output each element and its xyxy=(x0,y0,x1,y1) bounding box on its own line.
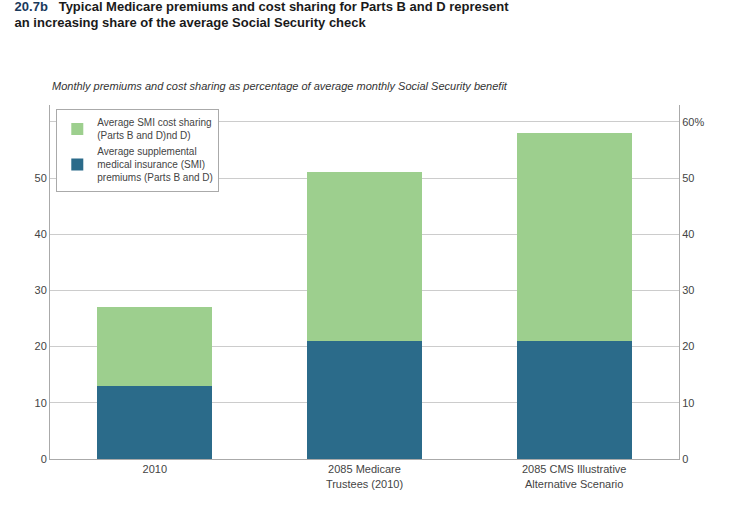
svg-text:0: 0 xyxy=(41,453,47,465)
svg-text:Average supplementalmedical in: Average supplementalmedical insurance (S… xyxy=(97,146,213,183)
svg-text:Monthly premiums and cost shar: Monthly premiums and cost sharing as per… xyxy=(52,80,508,92)
svg-text:20: 20 xyxy=(682,340,694,352)
svg-text:10: 10 xyxy=(682,397,694,409)
svg-text:Average SMI cost sharing(Parts: Average SMI cost sharing(Parts B and D)n… xyxy=(97,117,211,141)
svg-text:50: 50 xyxy=(35,172,47,184)
svg-text:2010: 2010 xyxy=(143,463,167,475)
svg-text:60%: 60% xyxy=(682,116,704,128)
svg-text:30: 30 xyxy=(682,284,694,296)
svg-text:20: 20 xyxy=(35,340,47,352)
svg-text:20.7b Typical Medicare premi: 20.7b Typical Medicare premiums and cost… xyxy=(15,0,510,30)
svg-text:0: 0 xyxy=(682,453,688,465)
svg-text:40: 40 xyxy=(35,228,47,240)
svg-text:2085 CMS IllustrativeAlternati: 2085 CMS IllustrativeAlternative Scenari… xyxy=(522,463,627,489)
svg-text:40: 40 xyxy=(682,228,694,240)
svg-text:10: 10 xyxy=(35,397,47,409)
svg-text:30: 30 xyxy=(35,284,47,296)
svg-text:2085 MedicareTrustees (2010): 2085 MedicareTrustees (2010) xyxy=(326,463,403,489)
svg-text:50: 50 xyxy=(682,172,694,184)
